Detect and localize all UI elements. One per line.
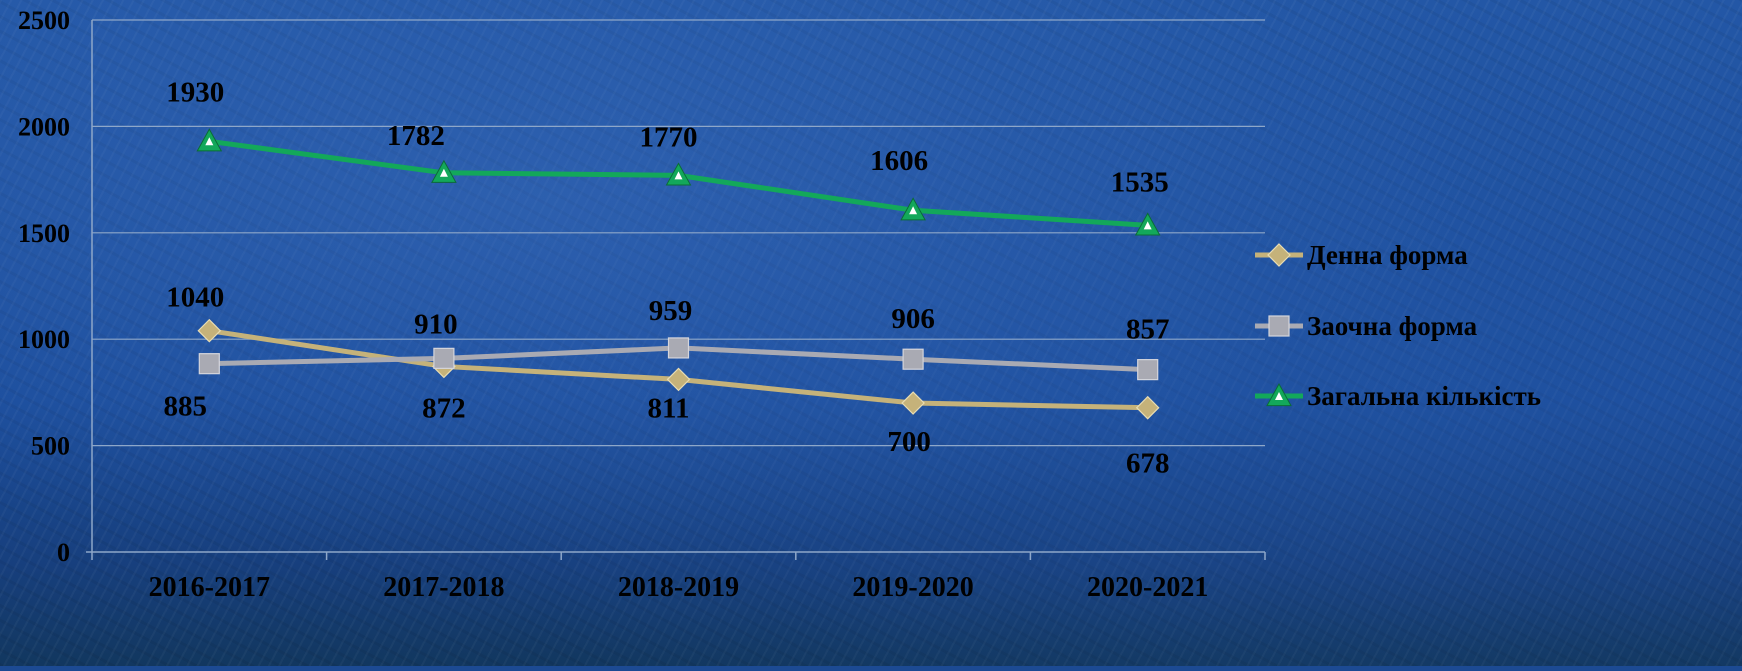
series-2-point-highlight [205,137,214,146]
series-1-point [433,347,455,369]
legend-label: Загальна кількість [1307,381,1541,411]
series-0-point [901,391,925,415]
series-2-point-highlight [439,168,448,177]
series-0-point [666,367,691,392]
series-2-point-highlight [674,171,683,180]
series-0-point [1135,395,1160,420]
series-1-point [1137,359,1159,381]
legend-label: Заочна форма [1307,311,1478,341]
legend-marker-2-highlight [1275,392,1283,400]
x-tick-label: 2018-2019 [618,572,739,603]
data-labels: 1040 872 811 700 678 885 910 959 906 857 1930 1782 1… [164,76,1170,479]
y-tick-label: 1000 [18,325,70,354]
series-1-point [667,337,690,359]
data-label: 1770 [640,121,698,153]
series-markers [196,128,1161,420]
data-label: 678 [1126,448,1170,480]
data-label: 1040 [166,282,224,314]
data-label: 1930 [166,76,224,108]
x-tick-label: 2016-2017 [149,572,270,603]
data-label: 872 [422,392,466,424]
y-tick-label: 500 [31,432,70,461]
data-label: 1782 [387,120,445,152]
data-label: 1606 [870,145,928,177]
data-label: 906 [891,303,935,335]
data-label: 959 [649,295,693,327]
data-label: 910 [414,308,458,340]
data-label: 1535 [1111,166,1169,198]
series-0-point [197,318,222,343]
y-tick-label: 2500 [18,6,70,35]
data-label: 811 [648,392,690,424]
x-tick-label: 2019-2020 [852,572,973,603]
series-1-point [198,353,220,375]
x-tick-label: 2020-2021 [1087,572,1208,603]
legend-marker-1 [1268,315,1290,337]
y-tick-label: 1500 [18,219,70,248]
data-label: 700 [887,426,931,458]
y-tick-label: 2000 [18,112,70,141]
data-label: 857 [1126,314,1170,346]
series-2-point-highlight [909,206,918,215]
data-label: 885 [164,391,208,423]
series-2-point-highlight [1143,221,1152,230]
gridlines [92,19,1265,447]
axes: 0 500 1000 1500 2000 2500 2016-2017 2017-2018 20… [18,6,1266,603]
series-1-point [902,348,924,370]
x-tick-label: 2017-2018 [383,572,504,603]
legend-marker-0 [1267,243,1291,267]
legend: Денна форма Заочна форма Загальна кількіст… [1255,240,1541,411]
y-tick-label: 0 [57,538,70,567]
legend-label: Денна форма [1307,240,1468,270]
